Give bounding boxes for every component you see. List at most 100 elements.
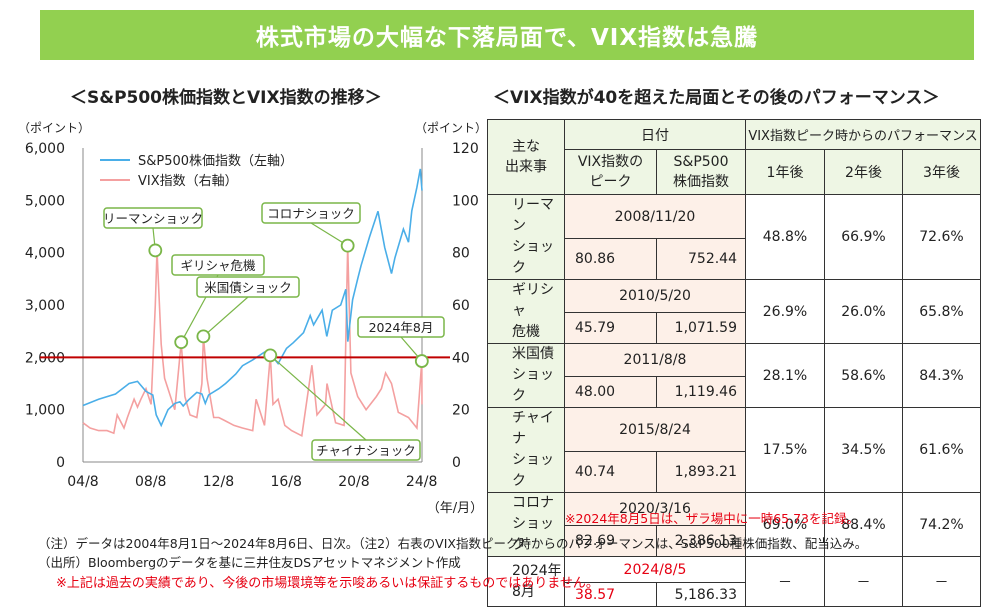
row-event: 米国債 ショック: [487, 343, 565, 408]
annotation-leader: [269, 354, 367, 441]
header-3y: 3年後: [902, 149, 981, 195]
row-date: 2010/5/20: [564, 278, 746, 314]
annotation-marker: [414, 354, 429, 368]
right-tick-label: 60: [452, 298, 470, 314]
right-tick-label: 0: [452, 455, 461, 471]
annotation-marker: [174, 335, 189, 350]
annotation-box: [261, 202, 361, 224]
header-2y: 2年後: [824, 149, 903, 195]
row-date: 2011/8/8: [564, 342, 746, 378]
annotation-label: チャイナショック: [316, 443, 416, 458]
row-sp500: 1,071.59: [656, 312, 746, 344]
x-tick-label: 12/8: [203, 474, 234, 490]
left-tick-label: 1,000: [25, 403, 65, 419]
row-1y: －: [745, 556, 825, 607]
row-date: 2020/3/16: [564, 491, 746, 527]
header-date-group: 日付: [564, 119, 746, 150]
row-3y: 84.3%: [902, 343, 981, 408]
row-sp500: 2,386.13: [656, 525, 746, 557]
row-2y: 34.5%: [824, 407, 903, 493]
right-tick-label: 80: [452, 246, 470, 262]
row-1y: 48.8%: [745, 194, 825, 280]
annotation-label: リーマンショック: [103, 211, 203, 226]
annotation-label: コロナショック: [267, 206, 355, 221]
row-3y: 74.2%: [902, 492, 981, 557]
row-2y: 58.6%: [824, 343, 903, 408]
header-1y: 1年後: [745, 149, 825, 195]
annotation-marker: [148, 243, 163, 258]
row-vix-peak: 45.79: [564, 312, 657, 344]
row-date: 2024/8/5: [564, 556, 746, 583]
row-sp500: 752.44: [656, 238, 746, 280]
x-tick-label: 16/8: [270, 474, 301, 490]
row-3y: 72.6%: [902, 194, 981, 280]
row-vix-peak: 48.00: [564, 376, 657, 408]
annotation-marker: [196, 329, 211, 344]
row-vix-peak: 82.69: [564, 525, 657, 557]
annotation-box: [357, 316, 445, 338]
footnote-source: （出所）Bloombergのデータを基に三井住友DSアセットマネジメント作成: [38, 555, 461, 570]
table-subtitle: ＜VIX指数が40を超えた局面とその後のパフォーマンス＞: [493, 88, 940, 108]
left-tick-label: 0: [56, 455, 65, 471]
right-axis-unit: （ポイント）: [415, 121, 480, 135]
row-vix-peak: 80.86: [564, 238, 657, 280]
annotation-box: [171, 254, 265, 276]
row-sp500: 5,186.33: [656, 582, 746, 607]
row-event: リーマン ショック: [487, 194, 565, 280]
row-1y: 17.5%: [745, 407, 825, 493]
vix-series-line: [82, 245, 423, 438]
row-2y: 26.0%: [824, 279, 903, 344]
legend-sp500-label: S&P500株価指数（左軸）: [138, 154, 293, 169]
x-tick-label: 08/8: [135, 474, 166, 490]
table-note: ※2024年8月5日は、ザラ場中に一時65.73を記録。: [565, 511, 859, 526]
left-axis-unit: （ポイント）: [18, 121, 90, 135]
annotation-marker: [340, 238, 355, 253]
row-event: チャイナ ショック: [487, 407, 565, 493]
x-axis-unit: （年/月）: [427, 501, 480, 516]
row-vix-peak: 40.74: [564, 451, 657, 493]
x-tick-label: 24/8: [406, 474, 437, 490]
row-2y: －: [824, 556, 903, 607]
vix-sp500-chart: （ポイント） （ポイント） 0 1,000 2,000 3,000 4,000 5,000 6,…: [0, 112, 480, 522]
row-date: 2008/11/20: [564, 193, 746, 240]
footnote-data: （注）データは2004年8月1日～2024年8月6日、日次。（注2）右表のVIX…: [38, 536, 868, 551]
row-sp500: 1,119.46: [656, 376, 746, 408]
x-tick-label: 04/8: [67, 474, 98, 490]
header-event: 主な 出来事: [487, 119, 565, 195]
header-sp500: S&P500 株価指数: [656, 149, 746, 195]
row-1y: 28.1%: [745, 343, 825, 408]
performance-table: 主な 出来事 日付 VIX指数ピーク時からのパフォーマンス VIX指数の ピーク…: [487, 119, 981, 607]
chart-subtitle: ＜S&P500株価指数とVIX指数の推移＞: [70, 88, 382, 108]
row-3y: 65.8%: [902, 279, 981, 344]
row-event: コロナ ショック: [487, 492, 565, 557]
right-tick-label: 120: [452, 141, 479, 157]
row-date: 2015/8/24: [564, 406, 746, 453]
disclaimer: ※上記は過去の実績であり、今後の市場環境等を示唆あるいは保証するものではありませ…: [56, 576, 599, 591]
annotation-box: [103, 207, 203, 229]
left-tick-label: 3,000: [25, 298, 65, 314]
row-event: ギリシャ 危機: [487, 279, 565, 344]
annotation-leader: [310, 222, 348, 247]
row-1y: 26.9%: [745, 279, 825, 344]
right-tick-label: 20: [452, 403, 470, 419]
header-perf-group: VIX指数ピーク時からのパフォーマンス: [745, 119, 981, 150]
annotation-leader: [202, 296, 249, 337]
sp500-series-line: [82, 168, 423, 428]
annotation-label: 2024年8月: [369, 320, 434, 335]
annotation-label: 米国債ショック: [204, 280, 292, 295]
annotation-box: [311, 439, 421, 461]
x-tick-label: 20/8: [338, 474, 369, 490]
right-tick-label: 40: [452, 350, 470, 366]
right-tick-label: 100: [452, 193, 479, 209]
annotation-marker: [263, 348, 278, 363]
row-1y: 69.0%: [745, 492, 825, 557]
banner-title: 株式市場の大幅な下落局面で、VIX指数は急騰: [40, 10, 974, 60]
annotation-box: [196, 276, 300, 298]
left-tick-label: 4,000: [25, 246, 65, 262]
row-sp500: 1,893.21: [656, 451, 746, 493]
row-3y: －: [902, 556, 981, 607]
left-tick-label: 6,000: [25, 141, 65, 157]
row-2y: 66.9%: [824, 194, 903, 280]
annotation-label: ギリシャ危機: [180, 258, 256, 273]
legend-vix-label: VIX指数（右軸）: [138, 174, 238, 189]
